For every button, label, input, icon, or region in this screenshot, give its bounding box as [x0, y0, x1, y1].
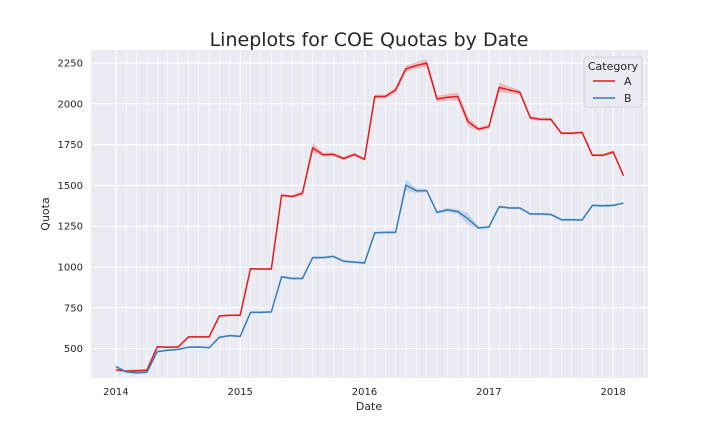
series-line-b	[115, 184, 624, 374]
legend-box	[583, 56, 643, 108]
x-tick-label: 2014	[103, 387, 128, 398]
y-tick-label: 500	[64, 344, 83, 355]
x-tick-label: 2016	[352, 387, 377, 398]
y-tick-label: 2000	[58, 99, 83, 110]
x-tick-label: 2018	[600, 387, 625, 398]
legend: Category A B	[583, 56, 643, 108]
grid	[91, 50, 648, 378]
x-tick-label: 2017	[476, 387, 501, 398]
y-tick-label: 1250	[58, 222, 83, 233]
x-axis-label: Date	[356, 400, 383, 413]
y-tick-label: 1000	[58, 263, 83, 274]
y-tick-label: 2250	[58, 59, 83, 70]
y-tick-label: 1750	[58, 140, 83, 151]
legend-label-b: B	[624, 92, 632, 105]
plot-background	[91, 50, 648, 378]
y-tick-label: 1500	[58, 181, 83, 192]
y-tick-label: 750	[64, 303, 83, 314]
series-line-a	[115, 62, 625, 372]
legend-title: Category	[588, 60, 639, 73]
chart-title: Lineplots for COE Quotas by Date	[210, 29, 529, 51]
y-axis-label: Quota	[39, 197, 52, 230]
x-tick-labels: 2014 2015 2016 2017 2018	[103, 387, 626, 398]
series-lines	[115, 62, 625, 374]
legend-label-a: A	[624, 75, 632, 88]
y-tick-labels: 500 750 1000 1250 1500 1750 2000 2250	[58, 59, 83, 356]
x-tick-label: 2015	[227, 387, 252, 398]
